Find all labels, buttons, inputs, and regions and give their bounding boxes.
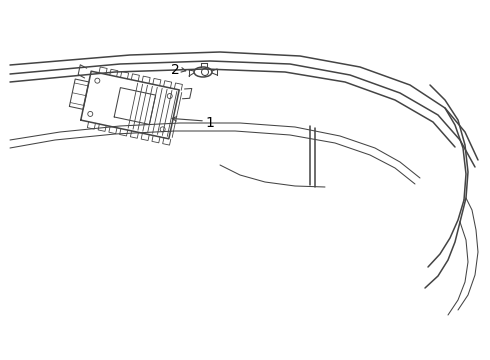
Ellipse shape bbox=[201, 68, 209, 76]
Text: 1: 1 bbox=[206, 116, 215, 130]
Text: 2: 2 bbox=[171, 63, 179, 77]
